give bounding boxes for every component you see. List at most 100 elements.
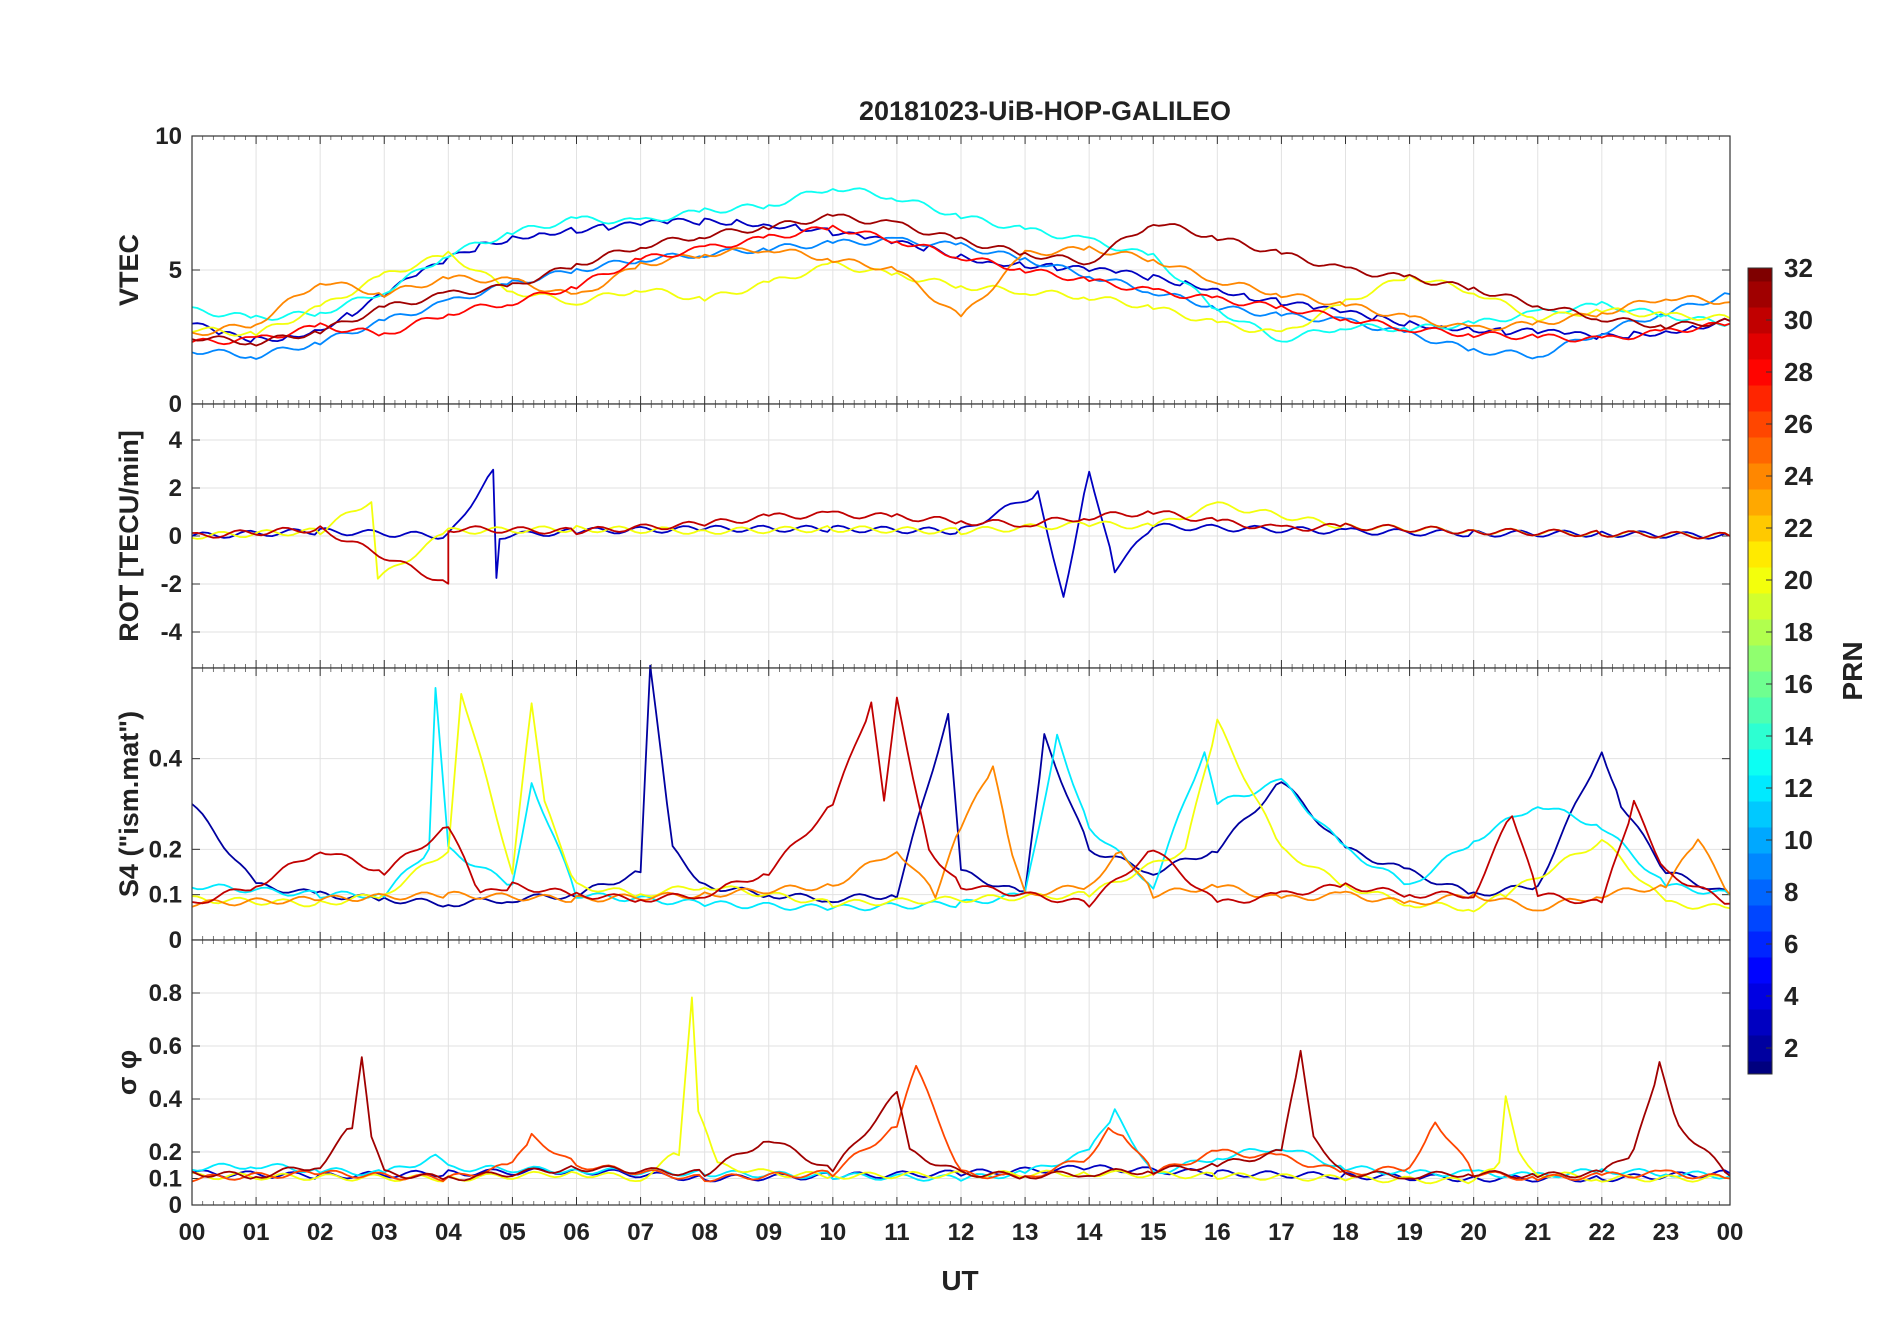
colorbar-tick-label: 32 <box>1784 253 1813 283</box>
chart-title: 20181023-UiB-HOP-GALILEO <box>859 96 1231 126</box>
y-tick-label: 0.2 <box>149 1139 182 1166</box>
colorbar-tick-label: 4 <box>1784 981 1799 1011</box>
x-tick-label: 08 <box>691 1219 718 1246</box>
y-tick-label: 0.1 <box>149 1166 182 1193</box>
series-line-prn-9 <box>191 236 1731 360</box>
colorbar-tick-label: 12 <box>1784 773 1813 803</box>
y-tick-label: 0 <box>169 1192 182 1219</box>
x-tick-label: 14 <box>1076 1219 1103 1246</box>
colorbar-tick-label: 16 <box>1784 669 1813 699</box>
colorbar-tick-label: 20 <box>1784 565 1813 595</box>
y-tick-label: 0 <box>169 523 182 550</box>
colorbar-tick-label: 24 <box>1784 461 1813 491</box>
x-tick-label: 04 <box>435 1219 462 1246</box>
series-line-prn-31 <box>191 213 1731 347</box>
colorbar-label: PRN <box>1837 641 1868 700</box>
y-tick-label: 0.4 <box>149 746 183 773</box>
series-line-prn-31 <box>191 1049 1731 1182</box>
series-line-prn-24 <box>191 245 1731 336</box>
series-line-prn-13 <box>191 187 1731 343</box>
x-tick-label: 13 <box>1012 1219 1039 1246</box>
y-axis-label: S4 ("ism.mat") <box>114 711 144 897</box>
x-tick-label: 20 <box>1460 1219 1487 1246</box>
colorbar-segment <box>1748 541 1772 568</box>
colorbar-tick-label: 2 <box>1784 1033 1798 1063</box>
x-tick-label: 12 <box>948 1219 975 1246</box>
colorbar-segment <box>1748 385 1772 412</box>
y-tick-label: 0 <box>169 927 182 954</box>
y-tick-label: 0.8 <box>149 980 182 1007</box>
colorbar-segment <box>1748 957 1772 984</box>
colorbar-tick-label: 28 <box>1784 357 1813 387</box>
colorbar-frame <box>1747 267 1773 1075</box>
x-tick-label: 10 <box>819 1219 846 1246</box>
y-tick-label: 10 <box>155 123 182 150</box>
x-tick-label: 00 <box>179 1219 206 1246</box>
y-tick-label: 2 <box>169 475 182 502</box>
panel-4: 00.10.2 0.4 0.6 0.8 σ φ <box>112 939 1731 1219</box>
y-tick-label: 0.4 <box>149 1086 183 1113</box>
colorbar-tick-label: 22 <box>1784 513 1813 543</box>
x-tick-label: 18 <box>1332 1219 1359 1246</box>
colorbar-segment <box>1748 1061 1772 1075</box>
series-line-prn-12 <box>191 1108 1731 1182</box>
y-axis-label: σ φ <box>112 1050 142 1095</box>
x-tick-label: 09 <box>755 1219 782 1246</box>
y-tick-label: 0.1 <box>149 882 182 909</box>
series-line-prn-24 <box>191 765 1731 912</box>
colorbar-segment <box>1748 853 1772 880</box>
y-tick-label: 0 <box>169 391 182 418</box>
colorbar-tick-label: 6 <box>1784 929 1798 959</box>
x-tick-label: 21 <box>1524 1219 1551 1246</box>
colorbar-segment <box>1748 268 1772 282</box>
colorbar-segment <box>1748 333 1772 360</box>
x-tick-label: 22 <box>1588 1219 1615 1246</box>
panel-1: 0 5 10 VTEC <box>114 123 1731 418</box>
x-tick-label: 16 <box>1204 1219 1231 1246</box>
panel-3: 0 0.1 0.2 0.4S4 ("ism.mat") <box>114 664 1731 954</box>
series-line-prn-28 <box>191 224 1731 346</box>
x-tick-label: 03 <box>371 1219 398 1246</box>
colorbar-tick-label: 10 <box>1784 825 1813 855</box>
x-tick-label: 02 <box>307 1219 334 1246</box>
x-tick-label: 17 <box>1268 1219 1295 1246</box>
series-line-prn-30 <box>191 696 1731 908</box>
colorbar-segment <box>1748 1009 1772 1036</box>
x-tick-label: 23 <box>1653 1219 1680 1246</box>
colorbar-tick-label: 14 <box>1784 721 1813 751</box>
colorbar-segment <box>1748 489 1772 516</box>
y-axis-label: VTEC <box>114 234 144 306</box>
y-tick-label: 0.2 <box>149 836 182 863</box>
x-tick-label: 11 <box>884 1219 909 1246</box>
colorbar-tick-label: 18 <box>1784 617 1813 647</box>
colorbar-segment <box>1748 593 1772 620</box>
y-tick-label: 5 <box>169 257 182 284</box>
x-tick-label: 00 <box>1717 1219 1744 1246</box>
series-line-prn-30 <box>191 510 1731 585</box>
y-tick-label: 0.6 <box>149 1033 182 1060</box>
series-line-prn-20 <box>191 250 1731 337</box>
y-axis-label: ROT [TECU/min] <box>114 430 144 641</box>
x-tick-label: 05 <box>499 1219 526 1246</box>
colorbar-segment <box>1748 697 1772 724</box>
y-tick-label: 4 <box>169 427 183 454</box>
colorbar-segment <box>1748 801 1772 828</box>
colorbar-tick-label: 30 <box>1784 305 1813 335</box>
panel-2: -4 -2 0 2 4 ROT [TECU/min] <box>114 403 1731 669</box>
y-tick-label: -4 <box>161 619 183 646</box>
y-tick-label: -2 <box>161 571 182 598</box>
x-tick-label: 06 <box>563 1219 590 1246</box>
colorbar-segment <box>1748 749 1772 776</box>
x-tick-label: 07 <box>627 1219 654 1246</box>
colorbar-tick-label: 8 <box>1784 877 1798 907</box>
series-line-prn-20 <box>191 693 1731 913</box>
plot-frame <box>191 939 1731 1206</box>
x-tick-label: 15 <box>1140 1219 1167 1246</box>
colorbar-tick-label: 26 <box>1784 409 1813 439</box>
x-tick-label: 01 <box>243 1219 270 1246</box>
colorbar-segment <box>1748 437 1772 464</box>
series-line-prn-2 <box>191 664 1731 908</box>
